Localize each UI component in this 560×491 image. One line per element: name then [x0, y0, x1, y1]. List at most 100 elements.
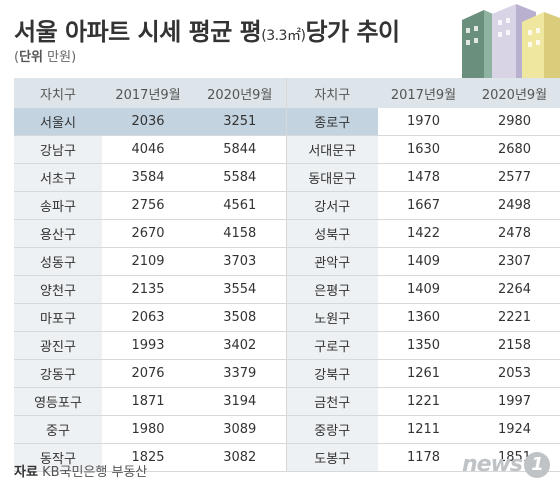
table-row: 광진구 1993 3402 구로구 1350 2158 — [14, 331, 560, 360]
value-2020-cell: 3402 — [194, 331, 286, 360]
value-2017-cell: 1350 — [378, 331, 469, 360]
value-2020-cell: 4561 — [194, 191, 286, 220]
title-end: 당가 추이 — [305, 18, 400, 46]
value-2020-cell: 2307 — [469, 247, 560, 276]
table-row: 성동구 2109 3703 관악구 1409 2307 — [14, 247, 560, 276]
value-2020-cell: 2980 — [469, 108, 560, 136]
value-2017-cell: 4046 — [102, 135, 194, 164]
value-2020-cell: 3554 — [194, 275, 286, 304]
value-2017-cell: 1993 — [102, 331, 194, 360]
value-2020-cell: 2577 — [469, 163, 560, 192]
value-2020-cell: 3194 — [194, 387, 286, 416]
value-2020-cell: 3379 — [194, 359, 286, 388]
value-2017-cell: 1630 — [378, 135, 469, 164]
header-2017-right: 2017년9월 — [378, 78, 469, 108]
value-2017-cell: 1825 — [102, 443, 194, 472]
district-cell: 구로구 — [285, 331, 378, 360]
district-cell: 종로구 — [285, 108, 378, 136]
header-district-right: 자치구 — [285, 78, 378, 108]
value-2017-cell: 1871 — [102, 387, 194, 416]
news1-logo: news 1 — [462, 452, 551, 478]
page-title: 서울 아파트 시세 평균 평(3.3㎡)당가 추이 — [14, 12, 400, 47]
district-cell: 서초구 — [14, 163, 102, 192]
table-row: 서울시 2036 3251 종로구 1970 2980 — [14, 108, 560, 136]
value-2017-cell: 1980 — [102, 415, 194, 444]
source-note: 자료 KB국민은행 부동산 — [14, 461, 147, 480]
value-2017-cell: 1409 — [378, 275, 469, 304]
price-table-wrapper: 자치구 2017년9월 2020년9월 자치구 2017년9월 2020년9월 … — [14, 78, 560, 472]
value-2020-cell: 3703 — [194, 247, 286, 276]
value-2017-cell: 2036 — [102, 108, 194, 136]
value-2020-cell: 2264 — [469, 275, 560, 304]
district-cell: 관악구 — [285, 247, 378, 276]
value-2020-cell: 3251 — [194, 108, 286, 136]
header-district-left: 자치구 — [14, 78, 102, 108]
price-table: 자치구 2017년9월 2020년9월 자치구 2017년9월 2020년9월 … — [14, 78, 560, 472]
table-row: 중구 1980 3089 중랑구 1211 1924 — [14, 415, 560, 444]
value-2017-cell: 1211 — [378, 415, 469, 444]
district-cell: 마포구 — [14, 303, 102, 332]
apartment-buildings-illustration — [462, 4, 560, 78]
value-2017-cell: 2670 — [102, 219, 194, 248]
value-2020-cell: 1924 — [469, 415, 560, 444]
table-row: 마포구 2063 3508 노원구 1360 2221 — [14, 303, 560, 332]
logo-number: 1 — [524, 452, 551, 478]
value-2017-cell: 1221 — [378, 387, 469, 416]
value-2017-cell: 2109 — [102, 247, 194, 276]
district-cell: 서울시 — [14, 108, 102, 136]
district-cell: 송파구 — [14, 191, 102, 220]
district-cell: 중구 — [14, 415, 102, 444]
header-2017-left: 2017년9월 — [102, 78, 194, 108]
unit-value: 만원 — [47, 50, 72, 65]
district-cell: 서대문구 — [285, 135, 378, 164]
value-2020-cell: 2053 — [469, 359, 560, 388]
value-2017-cell: 2063 — [102, 303, 194, 332]
district-cell: 동작구 — [14, 443, 102, 472]
value-2017-cell: 1422 — [378, 219, 469, 248]
value-2017-cell: 1970 — [378, 108, 469, 136]
table-row: 송파구 2756 4561 강서구 1667 2498 — [14, 191, 560, 220]
value-2017-cell: 1261 — [378, 359, 469, 388]
district-cell: 영등포구 — [14, 387, 102, 416]
district-cell: 성동구 — [14, 247, 102, 276]
value-2017-cell: 1360 — [378, 303, 469, 332]
table-row: 서초구 3584 5584 동대문구 1478 2577 — [14, 163, 560, 192]
district-cell: 중랑구 — [285, 415, 378, 444]
district-cell: 강남구 — [14, 135, 102, 164]
value-2020-cell: 5584 — [194, 163, 286, 192]
district-cell: 노원구 — [285, 303, 378, 332]
district-cell: 동대문구 — [285, 163, 378, 192]
district-cell: 성북구 — [285, 219, 378, 248]
source-value: KB국민은행 부동산 — [42, 465, 148, 480]
value-2017-cell: 3584 — [102, 163, 194, 192]
value-2017-cell: 2076 — [102, 359, 194, 388]
value-2020-cell: 4158 — [194, 219, 286, 248]
table-row: 용산구 2670 4158 성북구 1422 2478 — [14, 219, 560, 248]
district-cell: 강동구 — [14, 359, 102, 388]
district-cell: 양천구 — [14, 275, 102, 304]
header-2020-right: 2020년9월 — [469, 78, 560, 108]
value-2020-cell: 1997 — [469, 387, 560, 416]
district-cell: 강서구 — [285, 191, 378, 220]
title-main: 서울 아파트 시세 평균 평 — [14, 18, 262, 46]
value-2020-cell: 2478 — [469, 219, 560, 248]
unit-note: (단위 만원) — [14, 50, 77, 65]
logo-text: news — [462, 452, 523, 477]
value-2020-cell: 5844 — [194, 135, 286, 164]
district-cell: 용산구 — [14, 219, 102, 248]
value-2017-cell: 2135 — [102, 275, 194, 304]
value-2020-cell: 3082 — [194, 443, 286, 472]
district-cell: 강북구 — [285, 359, 378, 388]
table-row: 영등포구 1871 3194 금천구 1221 1997 — [14, 387, 560, 416]
value-2017-cell: 2756 — [102, 191, 194, 220]
value-2017-cell: 1178 — [378, 443, 469, 472]
district-cell: 은평구 — [285, 275, 378, 304]
value-2017-cell: 1667 — [378, 191, 469, 220]
header-2020-left: 2020년9월 — [194, 78, 286, 108]
value-2020-cell: 3508 — [194, 303, 286, 332]
value-2020-cell: 2221 — [469, 303, 560, 332]
table-header-row: 자치구 2017년9월 2020년9월 자치구 2017년9월 2020년9월 — [14, 78, 560, 108]
district-cell: 금천구 — [285, 387, 378, 416]
table-row: 강동구 2076 3379 강북구 1261 2053 — [14, 359, 560, 388]
value-2017-cell: 1409 — [378, 247, 469, 276]
